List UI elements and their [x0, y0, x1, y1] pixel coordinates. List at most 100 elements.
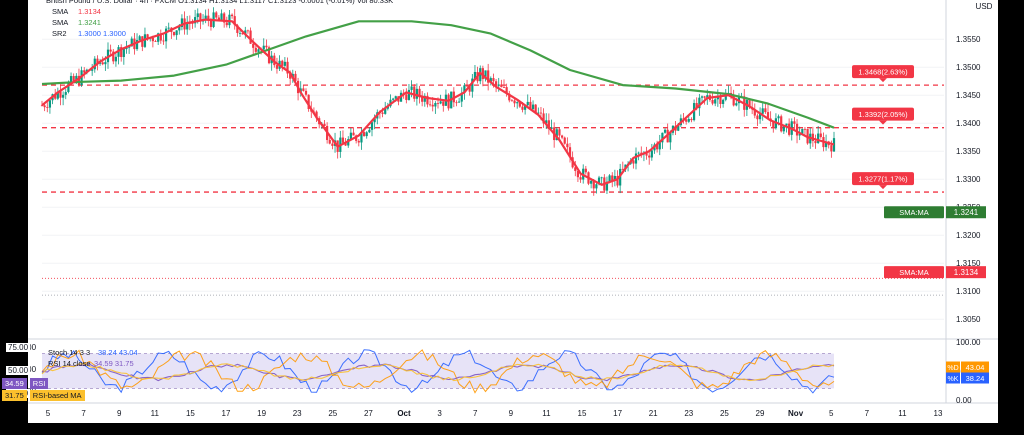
candle[interactable] — [766, 104, 770, 119]
candle[interactable] — [634, 147, 638, 170]
candle[interactable] — [286, 57, 289, 78]
candle[interactable] — [761, 101, 764, 121]
candle[interactable] — [275, 57, 279, 74]
candle[interactable] — [162, 34, 165, 45]
candle[interactable] — [484, 70, 487, 82]
candle[interactable] — [811, 126, 814, 147]
candle[interactable] — [331, 141, 334, 150]
candle[interactable] — [62, 91, 65, 106]
candle[interactable] — [545, 113, 548, 130]
chart-svg[interactable]: USD1.30501.31001.31501.32001.32501.33001… — [28, 0, 998, 423]
candle[interactable] — [563, 136, 566, 145]
candle[interactable] — [758, 107, 762, 124]
candle[interactable] — [212, 7, 215, 29]
candle[interactable] — [40, 100, 44, 107]
time-axis[interactable]: 5 7 9 11 15 17 19 23 25 27 Oct 3 7 9 11 15 17 21 23 25 29 Nov… — [46, 409, 943, 418]
candle[interactable] — [341, 130, 345, 143]
candle[interactable] — [510, 99, 514, 102]
candle[interactable] — [352, 127, 355, 136]
candle[interactable] — [458, 97, 461, 103]
candle[interactable] — [283, 57, 286, 69]
candle[interactable] — [722, 98, 725, 108]
candle[interactable] — [336, 140, 339, 159]
candle[interactable] — [714, 97, 717, 107]
candle[interactable] — [138, 34, 141, 41]
candle[interactable] — [460, 87, 463, 108]
candle[interactable] — [423, 93, 426, 107]
candle[interactable] — [217, 15, 220, 21]
candle[interactable] — [542, 108, 545, 128]
price-badge[interactable]: SMA:MA 1.3241 — [884, 206, 986, 219]
candle[interactable] — [663, 128, 667, 134]
candle[interactable] — [368, 127, 371, 134]
candle[interactable] — [711, 93, 714, 106]
candle[interactable] — [215, 11, 218, 20]
candle[interactable] — [262, 38, 265, 53]
candle[interactable] — [304, 88, 308, 97]
candle[interactable] — [502, 79, 506, 89]
candle[interactable] — [513, 98, 516, 108]
candle[interactable] — [516, 101, 519, 109]
candle[interactable] — [413, 84, 416, 102]
candle[interactable] — [186, 15, 189, 35]
candle[interactable] — [59, 84, 62, 106]
candle[interactable] — [819, 127, 822, 139]
candle[interactable] — [447, 93, 450, 111]
candle[interactable] — [238, 29, 242, 37]
candle[interactable] — [442, 101, 445, 112]
candle[interactable] — [249, 27, 252, 45]
candle[interactable] — [48, 98, 52, 114]
candle[interactable] — [180, 14, 184, 31]
candle[interactable] — [658, 134, 661, 156]
candle[interactable] — [782, 125, 785, 134]
candle[interactable] — [650, 143, 653, 161]
candle[interactable] — [621, 161, 624, 171]
candle[interactable] — [143, 27, 147, 49]
candle[interactable] — [764, 102, 767, 114]
candle[interactable] — [428, 100, 432, 107]
candle[interactable] — [91, 63, 94, 76]
candle[interactable] — [727, 85, 730, 94]
candle[interactable] — [455, 100, 458, 107]
candle[interactable] — [323, 119, 326, 127]
candle[interactable] — [220, 9, 223, 21]
sma-fast-line[interactable] — [41, 18, 835, 186]
candle[interactable] — [114, 53, 118, 67]
candle[interactable] — [56, 87, 59, 101]
candle[interactable] — [547, 113, 550, 135]
candle[interactable] — [426, 92, 429, 108]
candle[interactable] — [370, 119, 374, 137]
candle[interactable] — [159, 29, 162, 44]
candle[interactable] — [785, 123, 788, 133]
candle[interactable] — [500, 79, 503, 88]
candle[interactable] — [600, 176, 603, 185]
candle[interactable] — [112, 49, 115, 65]
candle[interactable] — [479, 65, 482, 85]
candle[interactable] — [487, 63, 490, 91]
candle[interactable] — [294, 70, 297, 82]
candle[interactable] — [141, 36, 144, 52]
candle[interactable] — [756, 113, 759, 126]
candle[interactable] — [204, 9, 207, 24]
candle[interactable] — [772, 120, 775, 133]
candle[interactable] — [122, 48, 125, 65]
candle[interactable] — [418, 85, 421, 104]
candle[interactable] — [93, 56, 96, 73]
candle[interactable] — [164, 25, 168, 49]
candle[interactable] — [278, 55, 281, 71]
candle[interactable] — [508, 90, 511, 103]
candle[interactable] — [579, 174, 582, 183]
candle[interactable] — [194, 9, 197, 28]
candle[interactable] — [584, 165, 587, 175]
candle[interactable] — [405, 88, 408, 104]
oscillator-legend[interactable]: Stoch 14 3 3 38.24 43.04 RSI 14 close 34.59… — [48, 348, 138, 368]
candle[interactable] — [302, 84, 305, 92]
candle[interactable] — [444, 89, 448, 106]
candle[interactable] — [434, 101, 437, 114]
candle[interactable] — [154, 39, 157, 42]
candle[interactable] — [560, 134, 564, 140]
candle[interactable] — [803, 126, 807, 135]
candle[interactable] — [207, 8, 210, 27]
price-badge[interactable]: SMA:MA 1.3134 — [884, 266, 986, 279]
candle[interactable] — [365, 131, 368, 139]
